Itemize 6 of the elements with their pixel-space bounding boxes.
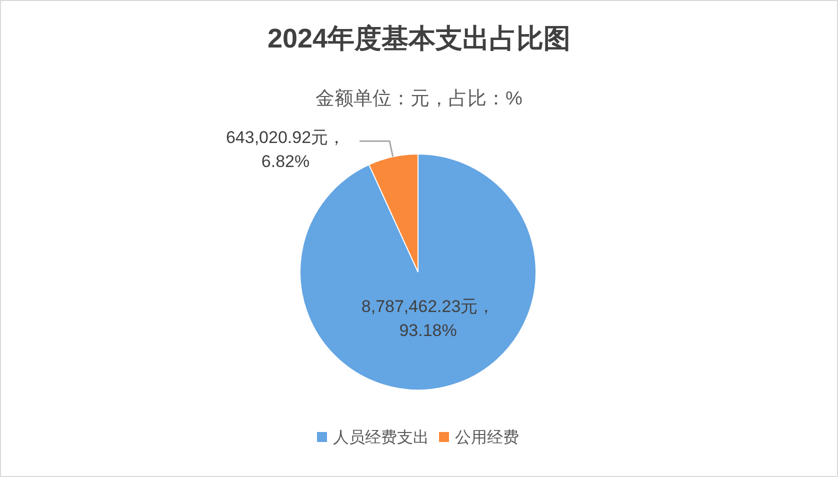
- legend-label: 公用经费: [455, 428, 519, 447]
- chart-subtitle: 金额单位：元，占比：%: [316, 88, 523, 110]
- chart-title: 2024年度基本支出占比图: [267, 23, 571, 54]
- legend-label: 人员经费支出: [333, 428, 429, 447]
- data-label: 643,020.92元， 6.82%: [226, 128, 346, 172]
- data-label: 8,787,462.23元， 93.18%: [361, 297, 495, 340]
